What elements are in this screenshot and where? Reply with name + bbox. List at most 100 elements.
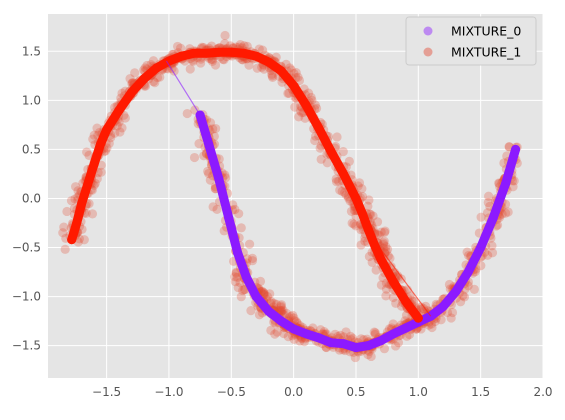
sample-point — [194, 139, 204, 149]
sample-point — [199, 151, 209, 161]
sample-point — [238, 285, 248, 296]
sample-point — [271, 299, 282, 309]
sample-point — [130, 68, 140, 78]
sample-point — [446, 313, 456, 323]
sample-point — [272, 327, 282, 337]
sample-point — [376, 227, 386, 237]
sample-point — [230, 272, 240, 282]
sample-point — [104, 138, 114, 148]
sample-point — [148, 56, 159, 66]
sample-point — [254, 310, 265, 320]
sample-point — [299, 336, 310, 347]
legend-box — [405, 16, 537, 66]
series-point-0 — [463, 267, 473, 277]
sample-point — [244, 60, 254, 70]
sample-point — [205, 118, 216, 128]
series-point-0 — [204, 139, 214, 149]
series-point-1 — [401, 296, 411, 306]
sample-point — [271, 52, 281, 62]
y-tick-label: 0.0 — [22, 191, 41, 205]
legend-marker-mixture-0 — [423, 26, 433, 36]
sample-point — [209, 131, 219, 141]
sample-point — [247, 256, 258, 266]
sample-point — [267, 71, 277, 81]
series-point-1 — [89, 159, 99, 169]
sample-point — [231, 268, 241, 278]
sample-point — [371, 265, 381, 275]
sample-point — [391, 298, 401, 308]
sample-point — [503, 207, 513, 217]
sample-point — [337, 186, 347, 196]
x-tick-label: 2.0 — [533, 385, 552, 399]
sample-point — [182, 108, 192, 119]
series-point-1 — [95, 139, 105, 149]
series-point-1 — [151, 63, 161, 73]
series-point-1 — [201, 48, 211, 58]
sample-point — [379, 236, 389, 246]
sample-point — [476, 261, 486, 271]
sample-point — [509, 176, 519, 186]
sample-point — [115, 127, 125, 137]
series-point-1 — [176, 51, 186, 61]
sample-point — [239, 41, 249, 51]
sample-point — [499, 158, 509, 168]
sample-point — [267, 69, 277, 79]
series-point-1 — [289, 81, 299, 91]
sample-point — [402, 331, 412, 341]
sample-point — [381, 242, 391, 252]
sample-point — [385, 253, 395, 263]
series-point-0 — [388, 329, 398, 339]
sample-point — [487, 248, 498, 258]
sample-point — [236, 292, 246, 302]
sample-point — [295, 336, 305, 346]
x-tick-label: 1.0 — [409, 385, 428, 399]
sample-point — [382, 244, 393, 255]
sample-point — [117, 123, 127, 133]
sample-point — [247, 253, 258, 263]
sample-point — [232, 272, 242, 282]
series-curve-1 — [67, 47, 423, 323]
series-point-0 — [326, 338, 336, 348]
sample-point — [110, 128, 120, 138]
sample-point — [289, 68, 299, 79]
series-point-1 — [114, 105, 124, 115]
sample-point — [268, 72, 278, 82]
sample-point — [381, 291, 391, 301]
series-point-1 — [189, 48, 199, 58]
sample-point — [60, 244, 70, 254]
legend: MIXTURE_0 MIXTURE_1 — [405, 16, 537, 66]
sample-point — [286, 65, 296, 75]
sample-point — [89, 130, 99, 140]
sample-point — [286, 311, 296, 321]
series-point-1 — [127, 87, 137, 97]
sample-point — [185, 64, 195, 74]
series-point-1 — [388, 277, 398, 287]
sample-point — [322, 158, 332, 168]
sample-point — [354, 178, 365, 188]
sample-point — [508, 182, 518, 192]
sample-point — [219, 226, 229, 236]
sample-point — [276, 305, 286, 315]
sample-point — [70, 194, 80, 204]
sample-point — [370, 328, 380, 338]
series-point-0 — [264, 306, 274, 316]
sample-point — [380, 226, 390, 236]
sample-point — [349, 219, 359, 229]
sample-point — [444, 279, 455, 290]
sample-point — [364, 251, 375, 262]
sample-point — [383, 251, 393, 261]
series-point-0 — [301, 329, 311, 339]
sample-point — [393, 337, 404, 348]
sample-point — [235, 39, 245, 50]
series-point-1 — [72, 218, 82, 228]
sample-point — [231, 267, 241, 277]
sample-point — [188, 56, 198, 66]
x-tick-label: 0.0 — [284, 385, 303, 399]
sample-point — [289, 334, 299, 344]
sample-point — [88, 134, 98, 144]
series-point-0 — [241, 272, 251, 282]
sample-point — [278, 305, 288, 315]
series-point-1 — [214, 47, 224, 57]
sample-point — [92, 174, 102, 184]
